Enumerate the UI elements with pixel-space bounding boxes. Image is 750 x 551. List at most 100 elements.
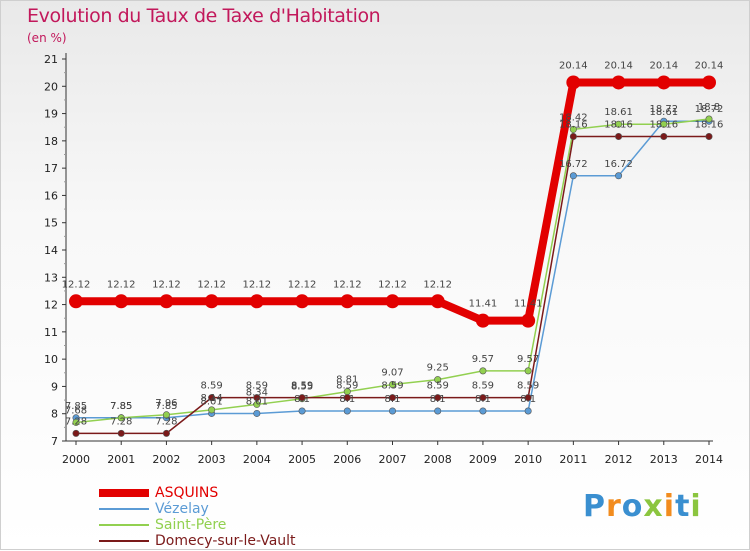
data-label: 7.85 <box>65 401 87 412</box>
data-label: 8.59 <box>291 381 313 392</box>
data-label: 8.59 <box>472 381 494 392</box>
data-label: 16.72 <box>559 159 588 170</box>
data-point <box>521 313 536 328</box>
data-point <box>475 313 490 328</box>
x-tick-label: 2009 <box>469 453 497 466</box>
data-label: 9.57 <box>472 354 494 365</box>
data-label: 20.14 <box>559 60 588 71</box>
y-tick-label: 9 <box>51 380 58 393</box>
data-point <box>660 132 668 140</box>
data-point <box>569 172 577 180</box>
y-tick-label: 15 <box>44 217 58 230</box>
legend-swatch <box>99 524 149 526</box>
data-point <box>253 394 261 402</box>
data-point <box>388 394 396 402</box>
data-point <box>295 294 310 309</box>
y-tick-label: 20 <box>44 80 58 93</box>
data-label: 8.1 <box>385 394 401 405</box>
data-point <box>566 75 581 90</box>
data-point <box>611 75 626 90</box>
data-label: 12.12 <box>288 279 317 290</box>
data-label: 7.85 <box>110 401 132 412</box>
x-tick-label: 2008 <box>424 453 452 466</box>
legend-swatch <box>99 540 149 542</box>
y-tick-label: 14 <box>44 244 58 257</box>
data-label: 8.1 <box>430 394 446 405</box>
x-tick-label: 2001 <box>107 453 135 466</box>
brand-letter: i <box>663 489 676 524</box>
data-label: 18.61 <box>604 107 633 118</box>
data-point <box>705 132 713 140</box>
y-tick-label: 13 <box>44 271 58 284</box>
legend-item: Domecy-sur-le-Vault <box>99 533 296 549</box>
y-tick-label: 8 <box>51 408 58 421</box>
data-point <box>569 125 577 133</box>
data-point <box>569 132 577 140</box>
legend-label: Saint-Père <box>155 517 227 533</box>
data-label: 12.12 <box>107 279 136 290</box>
data-point <box>388 407 396 415</box>
brand-letter: t <box>675 489 691 524</box>
x-tick-label: 2010 <box>514 453 542 466</box>
data-point <box>117 429 125 437</box>
x-tick-label: 2006 <box>333 453 361 466</box>
brand-letter: x <box>643 489 664 524</box>
x-tick-label: 2000 <box>62 453 90 466</box>
y-tick-label: 16 <box>44 189 58 202</box>
legend-item: Vézelay <box>99 501 296 517</box>
data-label: 18.72 <box>649 104 678 115</box>
data-label: 11.41 <box>514 299 543 310</box>
data-label: 8.1 <box>520 394 536 405</box>
data-label: 8.59 <box>246 381 268 392</box>
legend-label: Domecy-sur-le-Vault <box>155 533 296 549</box>
data-label: 9.25 <box>427 363 449 374</box>
data-label: 18.42 <box>559 112 588 123</box>
legend-item: Saint-Père <box>99 517 296 533</box>
data-point <box>702 75 716 90</box>
y-tick-label: 21 <box>44 53 58 66</box>
data-point <box>253 400 261 408</box>
data-label: 11.41 <box>469 299 498 310</box>
data-label: 8.81 <box>336 375 358 386</box>
data-label: 8.59 <box>517 381 539 392</box>
data-point <box>479 367 487 375</box>
data-point <box>72 429 80 437</box>
data-point <box>204 294 219 309</box>
data-label: 18.8 <box>698 102 720 113</box>
data-point <box>524 394 532 402</box>
data-point <box>656 75 671 90</box>
brand-letter: o <box>621 489 644 524</box>
legend: ASQUINS Vézelay Saint-Père Domecy-sur-le-Va… <box>99 485 296 549</box>
data-point <box>660 120 668 128</box>
data-label: 7.28 <box>65 416 87 427</box>
data-point <box>162 411 170 419</box>
y-tick-label: 7 <box>51 435 58 448</box>
data-point <box>208 394 216 402</box>
chart-subtitle: (en %) <box>27 31 67 45</box>
data-point <box>430 294 445 309</box>
brand-letter: i <box>690 489 702 524</box>
legend-label: Vézelay <box>155 501 209 517</box>
data-label: 8.01 <box>201 396 223 407</box>
data-label: 12.12 <box>423 279 452 290</box>
data-point <box>705 115 713 123</box>
data-label: 12.12 <box>152 279 181 290</box>
data-point <box>615 172 623 180</box>
data-point <box>385 294 400 309</box>
x-tick-label: 2002 <box>152 453 180 466</box>
data-label: 9.57 <box>517 354 539 365</box>
data-label: 8.55 <box>291 382 313 393</box>
data-label: 12.12 <box>333 279 362 290</box>
data-label: 16.72 <box>604 159 633 170</box>
data-label: 18.16 <box>604 119 633 130</box>
data-label: 8.14 <box>201 393 223 404</box>
data-point <box>298 407 306 415</box>
data-point <box>340 294 355 309</box>
x-tick-label: 2003 <box>198 453 226 466</box>
y-tick-label: 10 <box>44 353 58 366</box>
data-label: 8.59 <box>336 381 358 392</box>
y-tick-label: 11 <box>44 326 58 339</box>
data-point <box>615 120 623 128</box>
data-label: 18.16 <box>649 119 678 130</box>
data-label: 7.85 <box>110 401 132 412</box>
